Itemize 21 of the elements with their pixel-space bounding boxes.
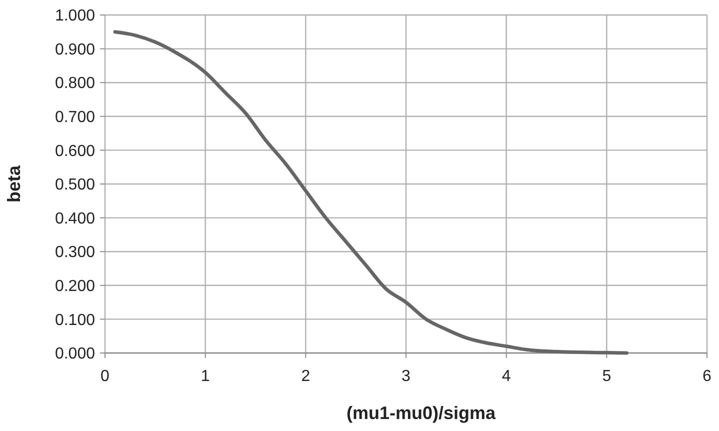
y-tick-label: 1.000 (54, 8, 96, 25)
y-tick-label: 0.300 (54, 244, 96, 262)
line-series (113, 30, 628, 355)
y-tick-label: 0.600 (54, 142, 96, 160)
y-tick-label: 0.200 (54, 278, 96, 295)
y-tick-label: 0.800 (54, 75, 96, 92)
y-tick-label: 0.700 (54, 109, 96, 126)
y-axis-title: beta (4, 164, 24, 203)
x-tick-label: 5 (602, 368, 612, 385)
x-tick-label: 3 (402, 368, 411, 385)
y-tick-label: 0.000 (54, 346, 96, 363)
x-tick-label: 4 (502, 368, 511, 385)
y-tick-label: 0.100 (54, 312, 96, 329)
y-tick-label: 0.500 (54, 176, 96, 194)
x-axis-title: (mu1-mu0)/sigma (346, 403, 496, 423)
x-tick-label: 6 (702, 368, 712, 385)
x-tick-label: 2 (301, 368, 310, 385)
x-tick-label: 1 (200, 368, 210, 385)
x-tick-label: 0 (100, 368, 110, 385)
y-tick-label: 0.900 (54, 41, 96, 58)
y-tick-label: 0.400 (54, 210, 96, 228)
